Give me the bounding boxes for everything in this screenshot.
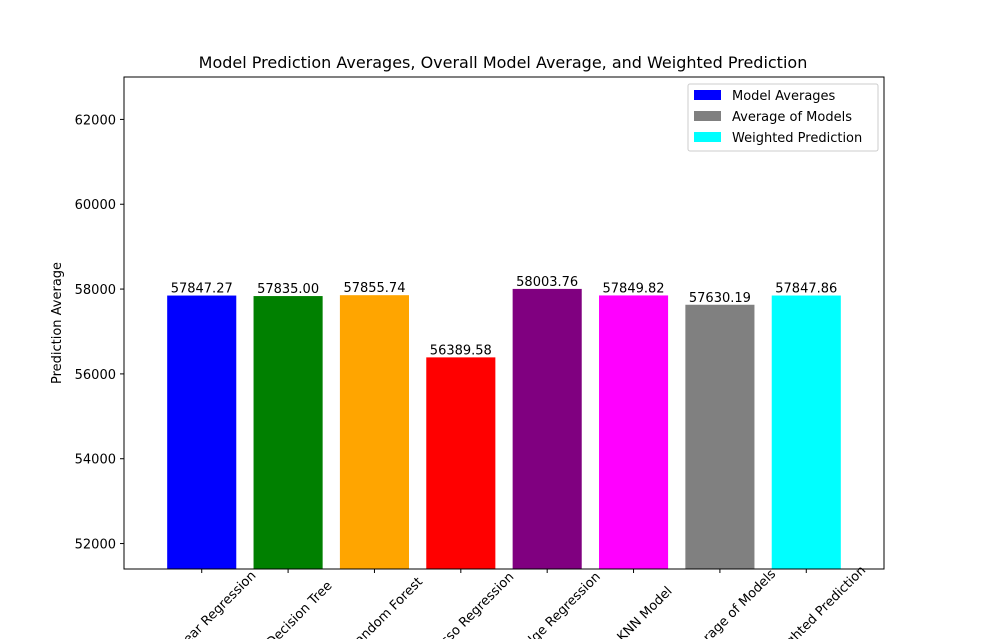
- bar-value-label: 56389.58: [430, 343, 492, 358]
- bar: [253, 296, 323, 569]
- legend-label: Average of Models: [732, 110, 852, 125]
- bar-value-label: 57847.27: [171, 282, 233, 297]
- legend: Model Averages Average of Models Weighted …: [687, 83, 879, 152]
- bar: [599, 295, 669, 569]
- chart-title: Model Prediction Averages, Overall Model…: [199, 53, 808, 72]
- legend-swatch: [694, 111, 721, 121]
- bars-layer: 57847.27 57835.00 57855.74 56389.58 58003.76…: [167, 275, 841, 569]
- bar-value-label: 57849.82: [603, 281, 665, 296]
- legend-label: Model Averages: [732, 89, 836, 104]
- bar: [685, 304, 755, 569]
- y-tick-label: 60000: [75, 198, 116, 213]
- bar: [339, 295, 409, 569]
- legend-label: Weighted Prediction: [732, 131, 862, 146]
- legend-box: [687, 83, 879, 152]
- y-tick-label: 62000: [75, 113, 116, 128]
- bar: [771, 295, 841, 569]
- y-tick-label: 54000: [75, 453, 116, 468]
- y-tick-label: 52000: [75, 538, 116, 553]
- bar: [512, 288, 582, 569]
- bar-value-label: 57855.74: [343, 281, 405, 296]
- legend-swatch: [694, 132, 721, 142]
- bar-value-label: 57847.86: [775, 282, 837, 297]
- bar-value-label: 57835.00: [257, 282, 319, 297]
- y-axis-label: Prediction Average: [50, 262, 65, 384]
- legend-swatch: [694, 90, 721, 100]
- plot-frame: [123, 76, 885, 570]
- bar-value-label: 58003.76: [516, 275, 578, 290]
- bar: [426, 357, 496, 569]
- y-tick-label: 56000: [75, 368, 116, 383]
- y-tick-label: 58000: [75, 283, 116, 298]
- bar: [167, 295, 237, 569]
- bar-value-label: 57630.19: [689, 291, 751, 306]
